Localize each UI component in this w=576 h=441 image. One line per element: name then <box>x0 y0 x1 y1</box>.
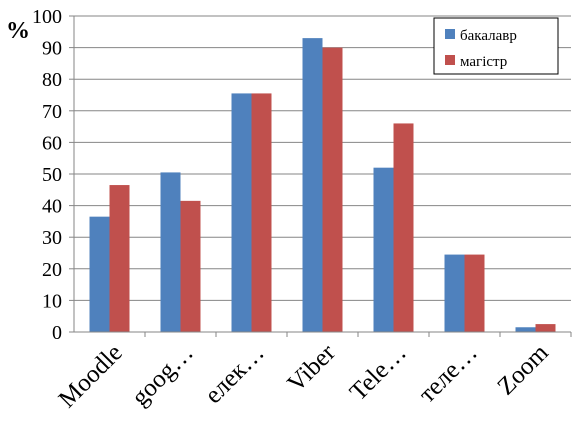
x-tick-label: Moodle <box>54 339 128 413</box>
legend-label-master: магістр <box>460 54 507 70</box>
x-tick-label: Tele… <box>345 339 412 406</box>
legend: бакалавр магістр <box>433 17 559 75</box>
y-tick-label: 70 <box>42 101 62 123</box>
x-tick-label: Viber <box>282 339 341 398</box>
y-tick-label: 50 <box>42 164 62 186</box>
bar-master <box>535 324 556 332</box>
x-tick-label: Zoom <box>492 339 554 401</box>
bar-master <box>393 123 414 332</box>
bar-bachelor <box>89 216 110 332</box>
y-tick-label: 0 <box>52 322 62 344</box>
y-tick-label: 40 <box>42 196 62 218</box>
bar-master <box>464 254 485 332</box>
y-tick-label: 30 <box>42 227 62 249</box>
bar-master <box>109 185 130 332</box>
y-tick-label: 90 <box>42 38 62 60</box>
y-tick-label: 60 <box>42 132 62 154</box>
bar-bachelor <box>444 254 465 332</box>
legend-label-bachelor: бакалавр <box>460 28 517 44</box>
y-axis-label: % <box>6 18 30 44</box>
x-tick-label: теле… <box>414 339 483 408</box>
bar-master <box>180 200 201 332</box>
y-tick-label: 20 <box>42 259 62 281</box>
bar-bachelor <box>373 167 394 332</box>
bar-bachelor <box>231 93 252 332</box>
y-tick-label: 80 <box>42 69 62 91</box>
bar-bachelor <box>515 327 536 332</box>
y-tick-labels: 0 10 20 30 40 50 60 70 80 90 100 <box>32 6 74 344</box>
y-tick-label: 100 <box>32 6 62 28</box>
bar-master <box>322 47 343 332</box>
bar-master <box>251 93 272 332</box>
y-tick-label: 10 <box>42 290 62 312</box>
x-tick-label: елек… <box>200 339 270 409</box>
bar-bachelor <box>302 38 323 333</box>
x-tick-label: goog… <box>127 339 199 411</box>
legend-swatch-bachelor <box>445 29 455 39</box>
bars <box>89 38 556 333</box>
bar-bachelor <box>160 172 181 332</box>
legend-swatch-master <box>445 55 455 65</box>
